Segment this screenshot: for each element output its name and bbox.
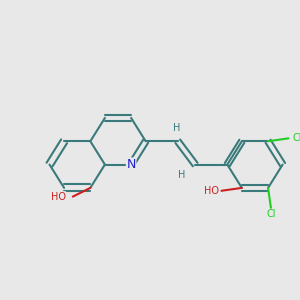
Text: HO: HO <box>203 186 218 196</box>
Text: H: H <box>178 170 186 180</box>
Text: Cl: Cl <box>266 209 276 219</box>
Text: H: H <box>172 123 180 133</box>
Text: N: N <box>126 158 136 171</box>
Text: HO: HO <box>51 192 66 202</box>
Text: Cl: Cl <box>292 133 300 143</box>
